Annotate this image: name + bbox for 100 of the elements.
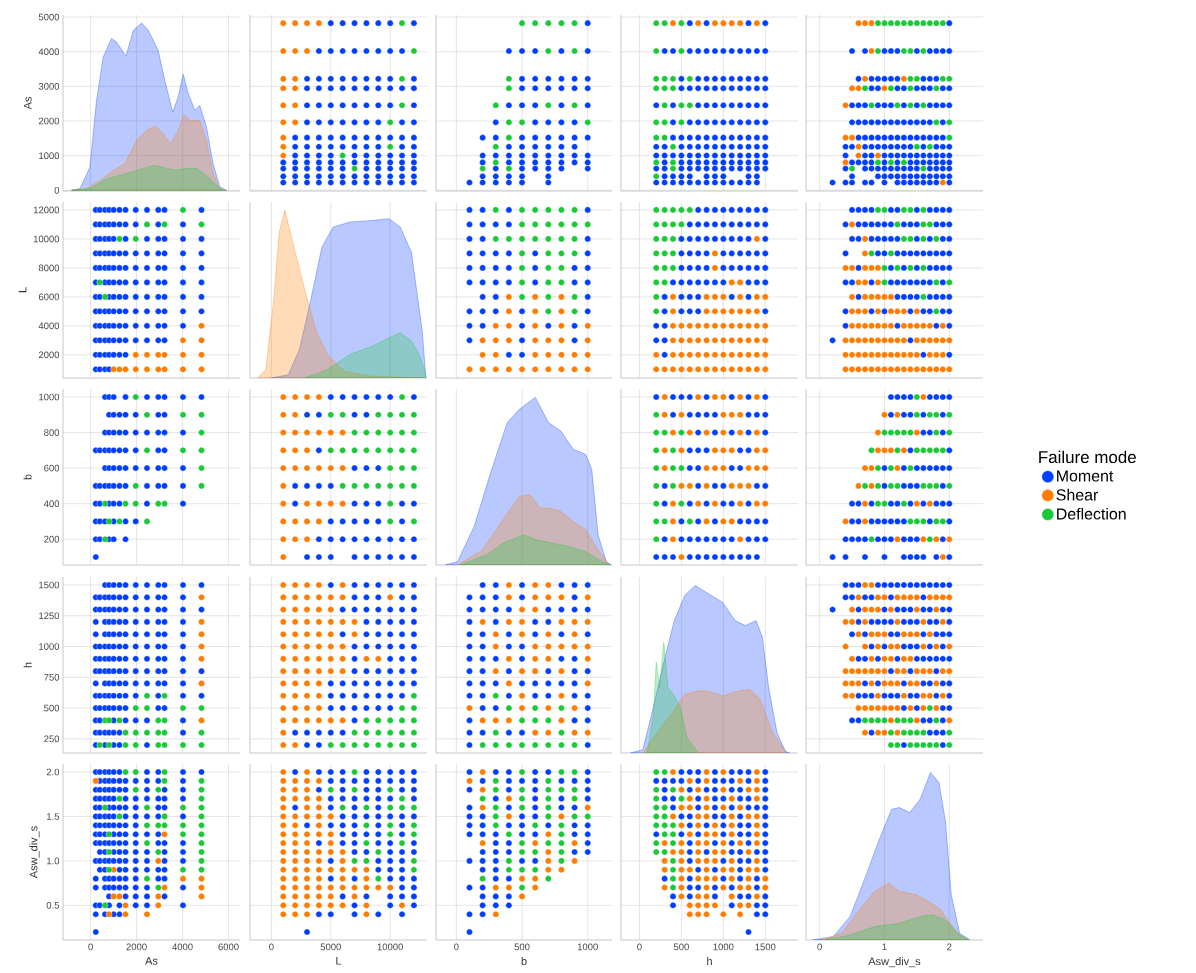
point <box>105 518 113 525</box>
point <box>303 518 311 525</box>
point <box>116 518 123 525</box>
point <box>652 19 660 27</box>
point <box>661 393 668 401</box>
point <box>926 741 934 749</box>
point <box>900 47 908 55</box>
point <box>466 777 473 785</box>
point <box>303 47 311 55</box>
point <box>558 667 565 675</box>
point <box>584 337 591 344</box>
point <box>518 804 526 811</box>
point <box>386 535 394 543</box>
point <box>155 786 162 794</box>
point <box>479 618 486 626</box>
point <box>386 500 394 507</box>
point <box>410 535 418 543</box>
point <box>926 221 934 228</box>
point <box>479 206 486 214</box>
point <box>545 235 552 243</box>
point <box>280 411 287 419</box>
point <box>678 482 685 490</box>
point <box>492 206 500 214</box>
point <box>505 581 513 589</box>
point <box>505 279 513 286</box>
point <box>842 134 849 141</box>
point <box>179 804 187 811</box>
point <box>280 119 287 126</box>
point <box>933 119 940 126</box>
point <box>661 447 668 454</box>
point <box>669 884 677 891</box>
point <box>652 159 660 166</box>
point <box>894 411 901 419</box>
point <box>661 804 668 811</box>
point <box>855 152 862 159</box>
point <box>887 429 895 436</box>
point <box>161 692 168 700</box>
legend-label: Moment <box>1057 470 1114 482</box>
point <box>861 500 869 507</box>
legend-label: Deflection <box>1057 507 1126 520</box>
point <box>558 250 565 257</box>
point <box>351 518 358 525</box>
point <box>339 518 346 525</box>
point <box>101 902 109 909</box>
point <box>652 822 660 829</box>
point <box>375 848 382 856</box>
point <box>545 866 552 874</box>
y-tick-label: 750 <box>44 673 60 681</box>
point <box>545 795 552 802</box>
point <box>155 848 162 856</box>
point <box>398 795 406 802</box>
point <box>678 429 685 436</box>
point <box>728 482 735 490</box>
point <box>584 119 591 126</box>
point <box>531 741 539 749</box>
point <box>920 264 927 272</box>
point <box>913 143 921 151</box>
point <box>155 857 162 865</box>
point <box>887 159 895 166</box>
point <box>907 729 914 736</box>
point <box>155 500 162 507</box>
point <box>531 221 539 228</box>
point <box>198 337 205 344</box>
point <box>132 704 139 712</box>
point <box>720 464 727 472</box>
point <box>558 293 565 301</box>
point <box>571 264 578 272</box>
point <box>584 351 591 359</box>
point <box>179 366 187 373</box>
point <box>505 293 513 301</box>
point <box>351 393 358 401</box>
y-tick-label: 500 <box>44 704 60 712</box>
point <box>894 102 901 109</box>
point <box>466 308 473 315</box>
point <box>571 704 578 712</box>
point <box>720 393 727 401</box>
point <box>571 351 578 359</box>
point <box>505 366 513 373</box>
y-axis-title: Asw_div_s <box>29 826 40 879</box>
point <box>505 221 513 228</box>
point <box>946 482 953 490</box>
point <box>198 786 205 794</box>
point <box>558 279 565 286</box>
point <box>652 134 660 141</box>
point <box>280 84 287 92</box>
point <box>155 884 162 891</box>
point <box>652 500 660 507</box>
point <box>558 741 565 749</box>
point <box>479 279 486 286</box>
point <box>518 19 526 27</box>
y-tick-label: 6000 <box>38 293 60 301</box>
y-tick-label: 1000 <box>39 152 60 159</box>
point <box>545 643 552 650</box>
point <box>584 643 591 650</box>
point <box>161 366 168 373</box>
point <box>571 741 578 749</box>
point <box>291 102 299 109</box>
point <box>933 19 940 27</box>
point <box>198 594 205 601</box>
point <box>518 221 526 228</box>
